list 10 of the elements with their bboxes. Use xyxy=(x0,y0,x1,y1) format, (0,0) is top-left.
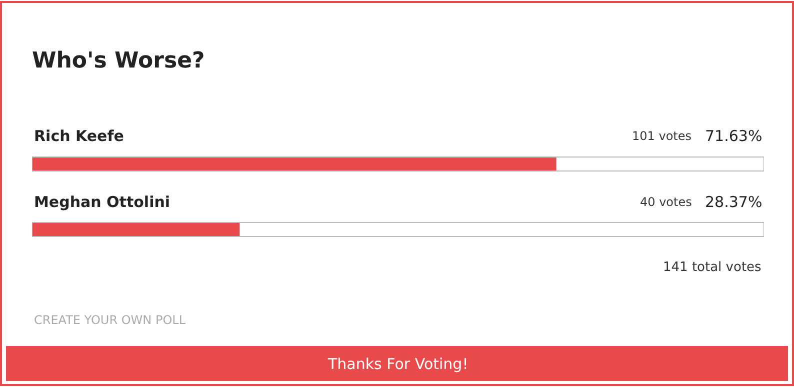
data-label: 71.63% xyxy=(705,127,762,145)
chart-title: Who's Worse? xyxy=(32,48,205,74)
y-tick-label: Meghan Ottolini xyxy=(34,193,170,211)
text: CREATE YOUR OWN POLL xyxy=(34,313,186,327)
annotation: 101 votes xyxy=(632,129,692,143)
data-label: 28.37% xyxy=(705,193,762,211)
text: 141 total votes xyxy=(663,260,762,275)
text: Thanks For Voting! xyxy=(327,355,468,373)
y-tick-label: Rich Keefe xyxy=(34,127,124,145)
annotation: 40 votes xyxy=(640,195,692,209)
